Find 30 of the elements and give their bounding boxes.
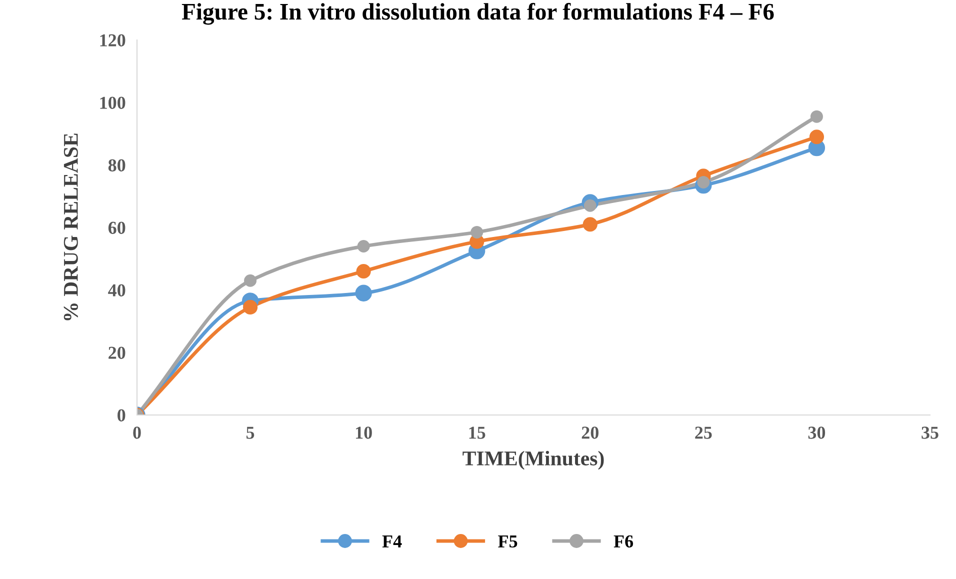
- x-tick-label: 15: [469, 426, 486, 439]
- y-tick-label: 40: [108, 284, 126, 296]
- point: [242, 300, 258, 314]
- y-tick-label: 60: [108, 222, 126, 234]
- y-tick-label: 100: [100, 96, 126, 109]
- y-tick-label: 20: [108, 346, 126, 359]
- point: [244, 274, 257, 287]
- x-tick-label: 25: [695, 426, 712, 439]
- y-axis-title: % DRUG RELEASE: [64, 134, 78, 320]
- point: [470, 226, 484, 238]
- point: [356, 264, 371, 279]
- point: [810, 110, 823, 123]
- point: [809, 130, 824, 144]
- x-tick-label: 10: [356, 426, 372, 439]
- x-tick-label: 35: [922, 426, 938, 439]
- point: [357, 240, 370, 252]
- x-tick-label: 5: [246, 426, 254, 439]
- legend-label: F5: [498, 536, 518, 548]
- x-axis-title: TIME(Minutes): [462, 450, 604, 470]
- legend-label: F4: [382, 535, 402, 548]
- point: [355, 284, 372, 302]
- y-tick-label: 80: [108, 159, 126, 172]
- x-tick-label: 30: [808, 426, 826, 439]
- legend-label: F6: [614, 535, 634, 548]
- y-tick-label: 0: [118, 409, 126, 422]
- chart-title: Figure 5: In vitro dissolution data for formulations F4 – F6: [182, 2, 774, 25]
- x-tick-label: 20: [582, 426, 598, 439]
- x-tick-label: 0: [133, 426, 141, 439]
- point: [582, 217, 598, 232]
- y-tick-label: 120: [100, 34, 126, 46]
